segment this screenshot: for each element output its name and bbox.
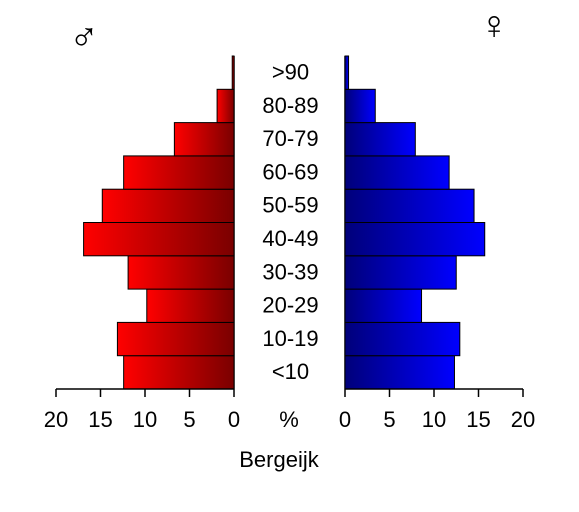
male-bar xyxy=(101,188,235,223)
age-group-label: 40-49 xyxy=(262,226,318,251)
male-bar xyxy=(173,122,235,157)
male-bar xyxy=(123,355,235,390)
male-bar xyxy=(127,255,235,290)
female-x-axis: 0 5 10 15 20 xyxy=(339,388,535,432)
male-bar xyxy=(123,155,235,190)
age-group-label: 70-79 xyxy=(262,126,318,151)
age-group-label: 50-59 xyxy=(262,193,318,218)
female-bar xyxy=(344,188,475,223)
female-tick-label: 10 xyxy=(422,407,446,432)
female-symbol-label: ♀ xyxy=(479,4,509,48)
female-bar xyxy=(344,222,486,257)
female-bar xyxy=(344,355,455,390)
age-group-label: >90 xyxy=(272,59,309,84)
male-tick-label: 10 xyxy=(133,407,157,432)
age-group-label: <10 xyxy=(272,359,309,384)
male-bar xyxy=(146,288,235,323)
female-tick-label: 20 xyxy=(511,407,535,432)
female-bar xyxy=(344,321,461,357)
female-tick-label: 5 xyxy=(383,407,395,432)
male-bar xyxy=(116,321,235,357)
male-bar xyxy=(83,222,235,257)
chart-title: Bergeijk xyxy=(239,447,319,472)
female-tick-label: 15 xyxy=(466,407,490,432)
female-bars-group xyxy=(344,55,486,390)
female-tick-label: 0 xyxy=(339,407,351,432)
male-tick-label: 15 xyxy=(88,407,112,432)
male-tick-label: 0 xyxy=(228,407,240,432)
age-group-labels: <10 10-19 20-29 30-39 40-49 50-59 60-69 70-79 80… xyxy=(262,59,318,384)
unit-label: % xyxy=(279,407,299,432)
male-tick-label: 20 xyxy=(44,407,68,432)
female-bar xyxy=(344,122,416,157)
age-group-label: 10-19 xyxy=(262,326,318,351)
female-bar xyxy=(344,288,423,323)
female-bar xyxy=(344,88,376,124)
age-group-label: 20-29 xyxy=(262,293,318,318)
female-bar xyxy=(344,155,450,190)
age-group-label: 60-69 xyxy=(262,159,318,184)
male-symbol-label: ♂ xyxy=(69,16,99,60)
male-bar xyxy=(216,88,235,124)
male-bars-group xyxy=(83,55,235,390)
female-bar xyxy=(344,55,350,90)
female-bar xyxy=(344,255,457,290)
age-group-label: 80-89 xyxy=(262,93,318,118)
male-x-axis: 0 5 10 15 20 xyxy=(44,388,240,432)
age-group-label: 30-39 xyxy=(262,259,318,284)
male-bar xyxy=(231,55,235,90)
male-tick-label: 5 xyxy=(183,407,195,432)
